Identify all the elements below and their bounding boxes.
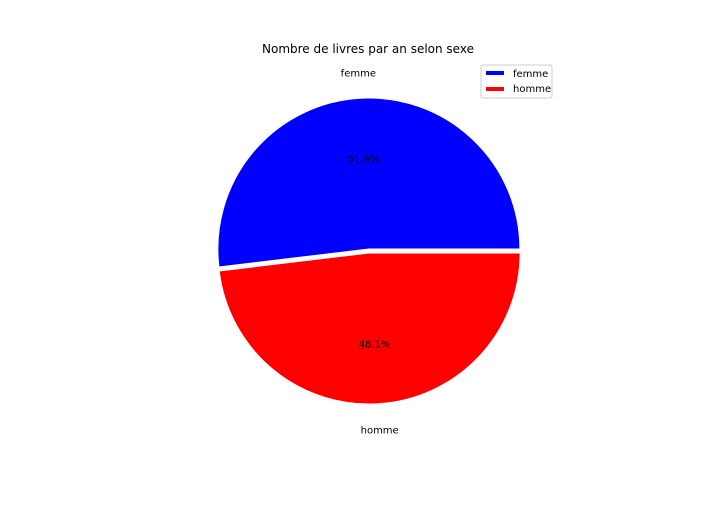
- pie-pct-label-homme: 48.1%: [359, 339, 391, 350]
- legend: femme homme: [480, 64, 553, 99]
- legend-label-femme: femme: [513, 69, 548, 80]
- legend-entry-homme: homme: [486, 84, 551, 95]
- pie-slice-homme: [218, 252, 521, 405]
- pie-category-label-femme: femme: [341, 69, 376, 80]
- pie-pct-label-femme: 51.9%: [348, 155, 380, 166]
- pie-slices: [217, 97, 521, 405]
- chart-title: Nombre de livres par an selon sexe: [262, 42, 474, 56]
- pie-category-label-homme: homme: [361, 425, 399, 436]
- legend-swatch-femme: [486, 71, 504, 75]
- pie-labels: 51.9% femme 48.1% homme: [341, 69, 399, 437]
- legend-entry-femme: femme: [486, 69, 548, 80]
- legend-swatch-homme: [486, 87, 504, 91]
- pie-slice-femme: [217, 97, 521, 268]
- legend-label-homme: homme: [513, 84, 551, 95]
